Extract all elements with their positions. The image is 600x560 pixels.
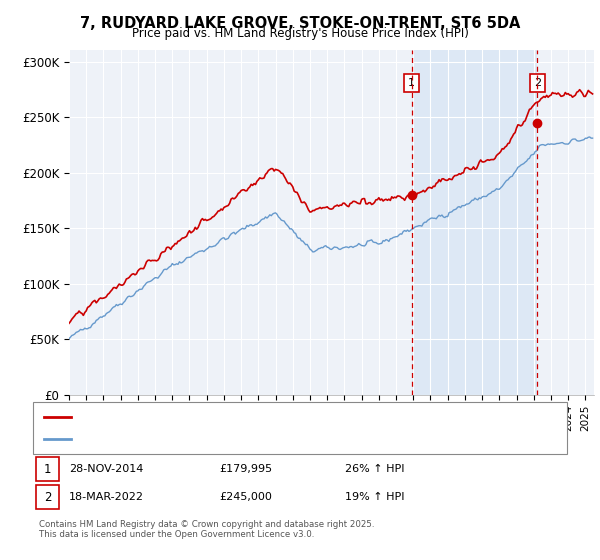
Text: 2: 2 (44, 491, 51, 504)
Text: 7, RUDYARD LAKE GROVE, STOKE-ON-TRENT, ST6 5DA: 7, RUDYARD LAKE GROVE, STOKE-ON-TRENT, S… (80, 16, 520, 31)
Text: 19% ↑ HPI: 19% ↑ HPI (345, 492, 404, 502)
Text: 26% ↑ HPI: 26% ↑ HPI (345, 464, 404, 474)
Text: 7, RUDYARD LAKE GROVE, STOKE-ON-TRENT, ST6 5DA (detached house): 7, RUDYARD LAKE GROVE, STOKE-ON-TRENT, S… (76, 412, 452, 422)
Text: 28-NOV-2014: 28-NOV-2014 (69, 464, 143, 474)
Text: £179,995: £179,995 (219, 464, 272, 474)
Text: 18-MAR-2022: 18-MAR-2022 (69, 492, 144, 502)
Text: £245,000: £245,000 (219, 492, 272, 502)
Text: 1: 1 (44, 463, 51, 476)
Text: HPI: Average price, detached house, Stoke-on-Trent: HPI: Average price, detached house, Stok… (76, 434, 343, 444)
Text: 2: 2 (534, 78, 541, 88)
Bar (412, 50, 538, 395)
Text: Price paid vs. HM Land Registry's House Price Index (HPI): Price paid vs. HM Land Registry's House … (131, 27, 469, 40)
Text: 1: 1 (408, 78, 415, 88)
Text: Contains HM Land Registry data © Crown copyright and database right 2025.
This d: Contains HM Land Registry data © Crown c… (39, 520, 374, 539)
